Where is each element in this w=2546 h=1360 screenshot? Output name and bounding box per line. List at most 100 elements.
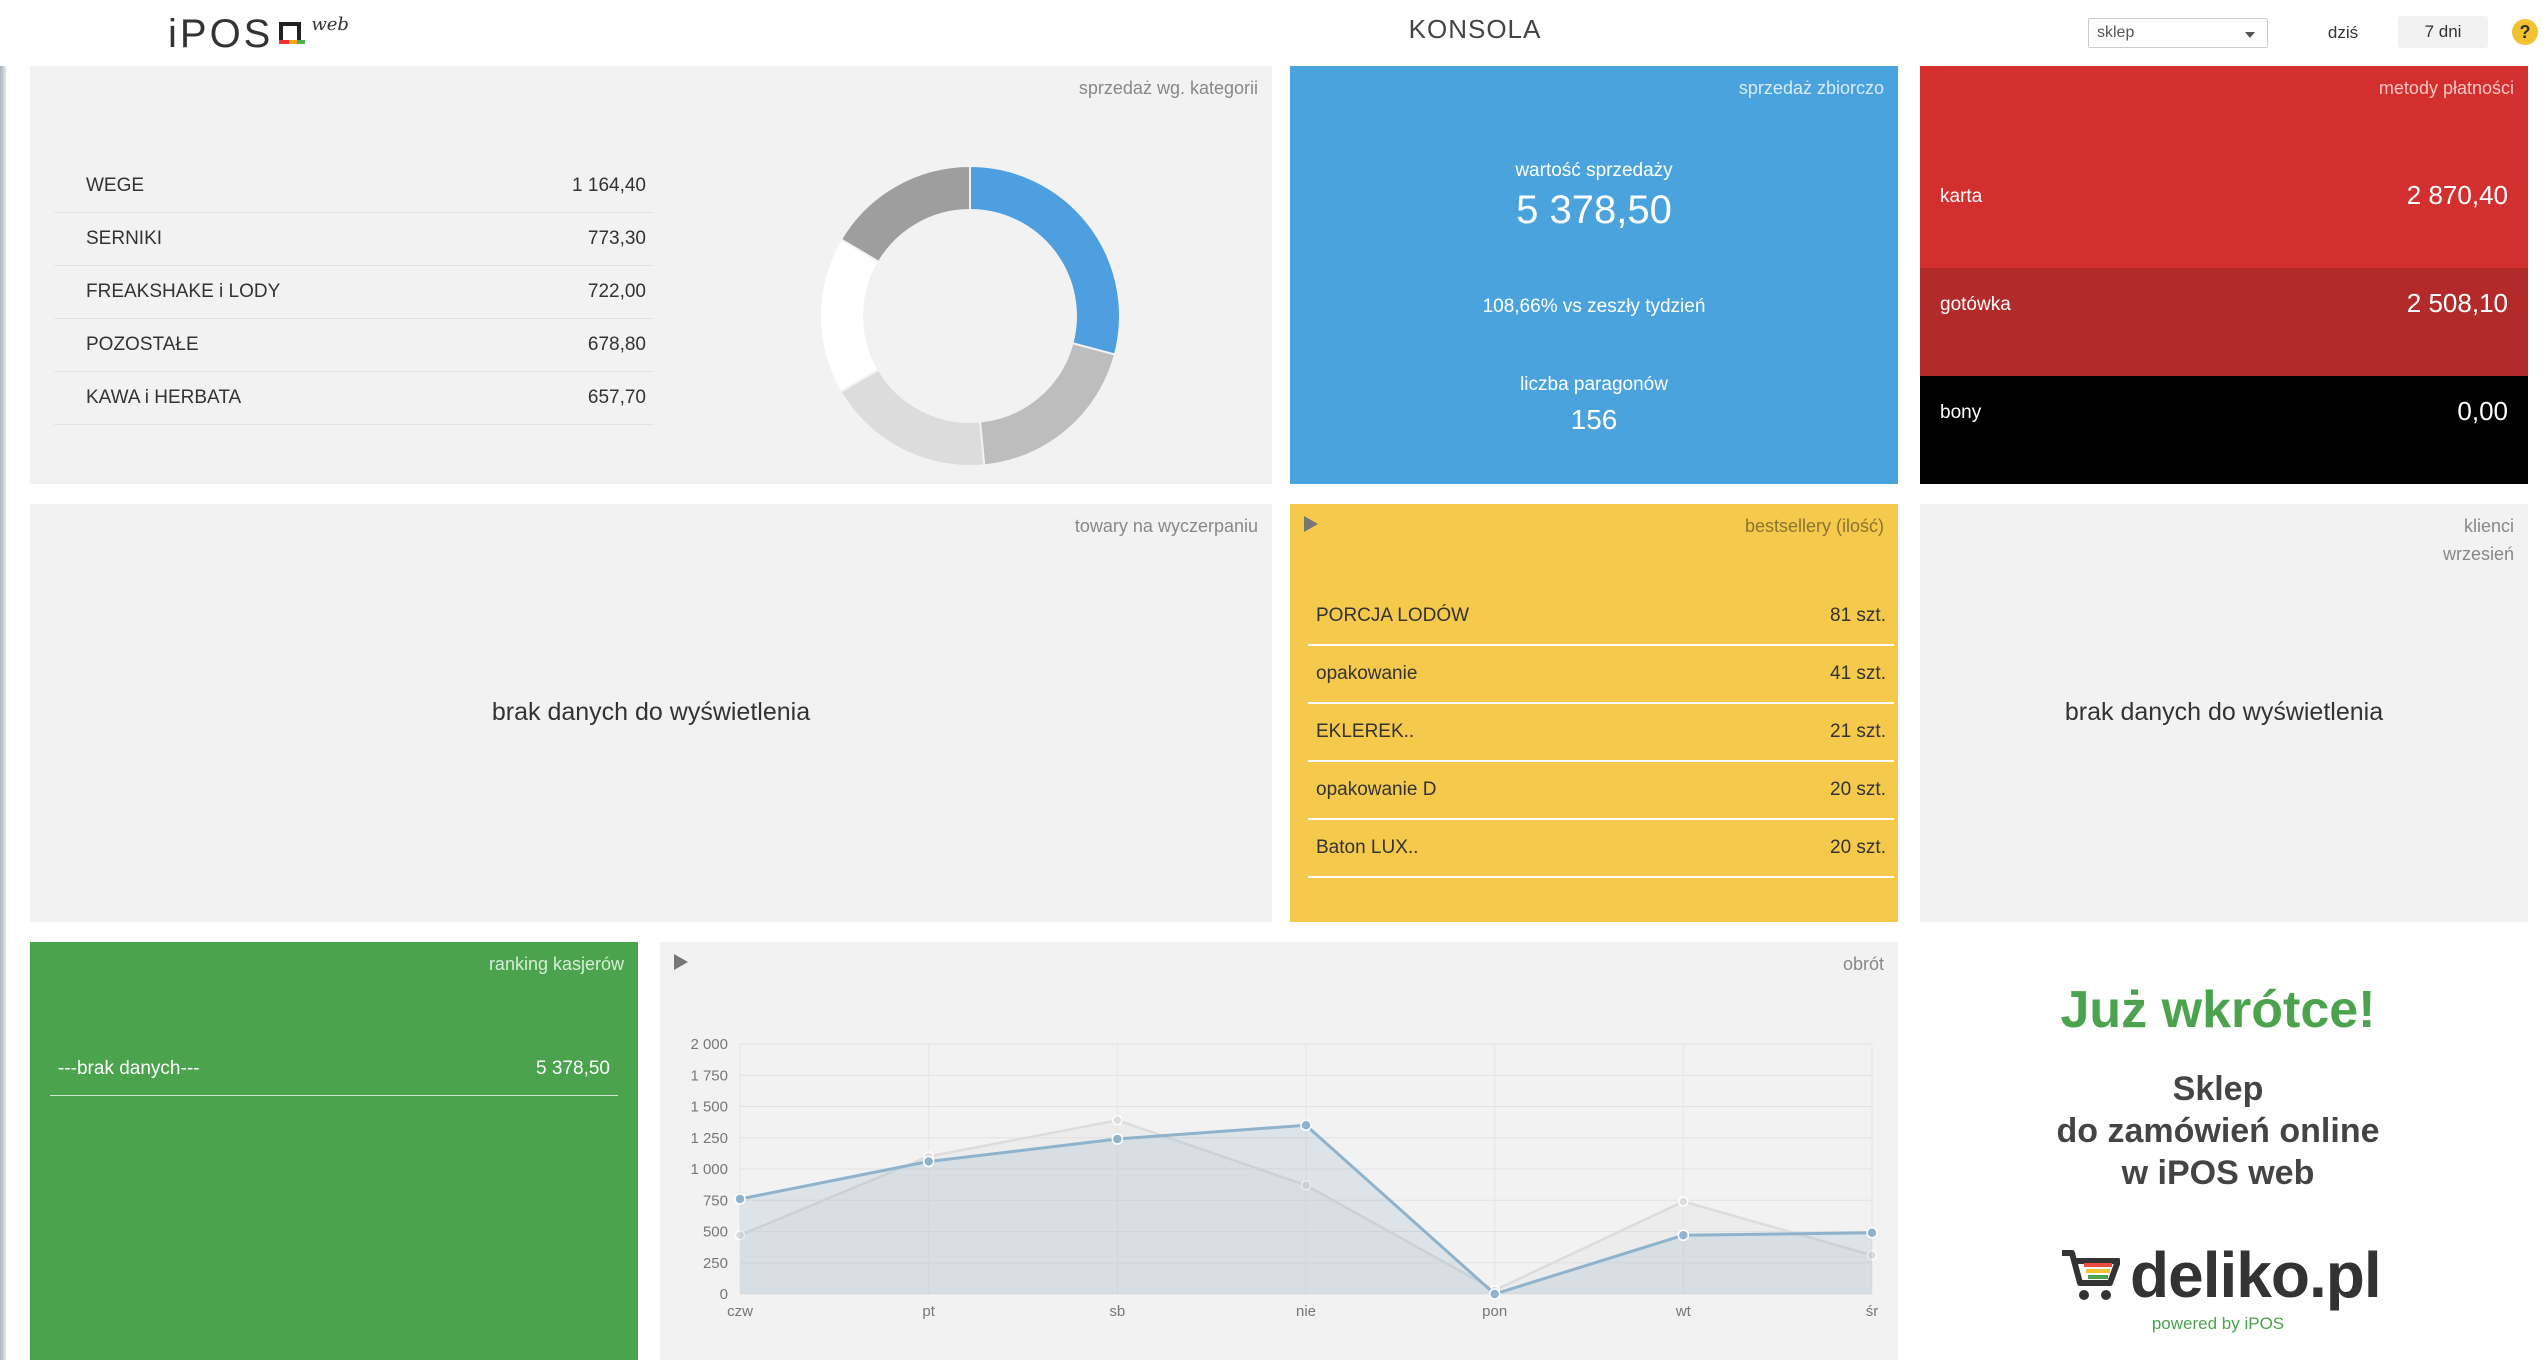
help-icon[interactable]: ? bbox=[2512, 19, 2538, 45]
data-point[interactable] bbox=[1112, 1115, 1123, 1126]
store-select[interactable]: sklep bbox=[2088, 18, 2268, 48]
category-value: 773,30 bbox=[587, 228, 646, 249]
payment-methods-tile: metody płatności karta 2 870,40 gotówka … bbox=[1920, 66, 2528, 484]
x-tick-label: sb bbox=[1109, 1303, 1125, 1320]
play-icon[interactable] bbox=[674, 954, 688, 970]
promo-line-2: do zamówień online bbox=[2056, 1112, 2380, 1150]
promo-line-3: w iPOS web bbox=[2121, 1154, 2315, 1192]
category-name: FREAKSHAKE i LODY bbox=[86, 281, 281, 302]
today-button[interactable]: dziś bbox=[2327, 23, 2359, 42]
tile-title: metody płatności bbox=[2378, 78, 2514, 98]
bestsellers-list: PORCJA LODÓW 81 szt. opakowanie 41 szt. … bbox=[1308, 588, 1894, 878]
list-item: FREAKSHAKE i LODY 722,00 bbox=[54, 266, 654, 319]
list-item: ---brak danych--- 5 378,50 bbox=[50, 1042, 618, 1096]
promo-line-1: Sklep bbox=[2172, 1070, 2264, 1108]
category-name: SERNIKI bbox=[86, 228, 163, 249]
y-tick-label: 1 500 bbox=[690, 1099, 728, 1116]
x-tick-label: śr bbox=[1866, 1303, 1879, 1320]
clients-tile: klienci wrzesień brak danych do wyświetl… bbox=[1920, 504, 2528, 922]
data-point[interactable] bbox=[1111, 1133, 1124, 1145]
category-value: 657,70 bbox=[587, 387, 646, 408]
window-edge bbox=[0, 0, 6, 1360]
y-tick-label: 750 bbox=[703, 1192, 728, 1209]
y-tick-label: 0 bbox=[720, 1286, 728, 1303]
week-compare: 108,66% vs zeszły tydzień bbox=[1482, 296, 1706, 317]
category-value: 1 164,40 bbox=[572, 175, 646, 196]
data-point[interactable] bbox=[1300, 1180, 1312, 1191]
data-point[interactable] bbox=[734, 1193, 746, 1205]
data-point[interactable] bbox=[1678, 1196, 1689, 1207]
top-bar: iPOS web KONSOLA sklep dziś 7 dni ? bbox=[0, 0, 2546, 66]
list-item: POZOSTAŁE 678,80 bbox=[54, 319, 654, 372]
donut-slice[interactable] bbox=[978, 342, 1117, 467]
tile-title: sprzedaż wg. kategorii bbox=[1078, 78, 1258, 98]
bestsellers-tile: bestsellery (ilość) PORCJA LODÓW 81 szt.… bbox=[1290, 504, 1898, 922]
logo-suffix: web bbox=[311, 14, 349, 35]
payment-name: gotówka bbox=[1940, 294, 2011, 315]
data-point[interactable] bbox=[1866, 1227, 1878, 1239]
tile-title: sprzedaż zbiorczo bbox=[1738, 78, 1884, 98]
chevron-down-icon bbox=[2245, 32, 2255, 38]
product-name: PORCJA LODÓW bbox=[1316, 605, 1470, 626]
category-name: KAWA i HERBATA bbox=[86, 387, 242, 408]
tile-title: towary na wyczerpaniu bbox=[1074, 516, 1258, 536]
product-qty: 21 szt. bbox=[1830, 721, 1886, 742]
list-item: opakowanie D 20 szt. bbox=[1308, 762, 1894, 820]
cashier-value: 5 378,50 bbox=[536, 1057, 610, 1079]
payment-row-card: karta 2 870,40 bbox=[1920, 66, 2528, 268]
donut-slice[interactable] bbox=[839, 368, 986, 467]
powered-by: powered by iPOS bbox=[2151, 1314, 2285, 1333]
tile-title: obrót bbox=[1842, 954, 1884, 974]
logo-square-icon bbox=[279, 22, 306, 44]
category-value: 678,80 bbox=[587, 334, 646, 355]
data-point[interactable] bbox=[1488, 1288, 1501, 1300]
data-point[interactable] bbox=[922, 1155, 935, 1168]
tile-title: ranking kasjerów bbox=[488, 954, 624, 974]
y-tick-label: 500 bbox=[703, 1224, 728, 1241]
tile-title: bestsellery (ilość) bbox=[1744, 516, 1884, 536]
cart-icon bbox=[2062, 1250, 2120, 1300]
sales-by-category-tile: sprzedaż wg. kategorii WEGE 1 164,40 SER… bbox=[30, 66, 1272, 484]
list-item: Baton LUX.. 20 szt. bbox=[1308, 820, 1894, 878]
payment-name: bony bbox=[1940, 402, 1982, 423]
logo-text: iPOS bbox=[168, 12, 274, 56]
sales-value: 5 378,50 bbox=[1516, 188, 1672, 232]
data-point[interactable] bbox=[1300, 1119, 1312, 1131]
data-point[interactable] bbox=[1866, 1250, 1878, 1261]
tile-title: klienci wrzesień bbox=[2443, 512, 2514, 568]
product-qty: 81 szt. bbox=[1830, 605, 1886, 626]
donut-slice[interactable] bbox=[839, 164, 971, 264]
product-name: EKLEREK.. bbox=[1316, 721, 1415, 742]
y-tick-label: 1 250 bbox=[690, 1130, 728, 1147]
list-item: EKLEREK.. 21 szt. bbox=[1308, 704, 1894, 762]
category-value: 722,00 bbox=[587, 281, 646, 302]
deliko-brand: deliko.pl bbox=[2130, 1239, 2382, 1311]
payment-value: 2 870,40 bbox=[2406, 180, 2508, 210]
sales-summary-tile: sprzedaż zbiorczo wartość sprzedaży 5 37… bbox=[1290, 66, 1898, 484]
turnover-tile: obrót 0 250 500 750 1 000 1 250 1 500 1 750 2 00… bbox=[660, 942, 1898, 1360]
product-name: opakowanie bbox=[1316, 663, 1418, 684]
product-qty: 20 szt. bbox=[1830, 779, 1886, 800]
donut-slice[interactable] bbox=[819, 237, 881, 394]
seven-days-button[interactable]: 7 dni bbox=[2398, 16, 2488, 48]
category-donut-chart[interactable] bbox=[810, 156, 1130, 476]
product-name: opakowanie D bbox=[1316, 779, 1437, 800]
receipts-value: 156 bbox=[1570, 404, 1618, 435]
empty-message: brak danych do wyświetlenia bbox=[2064, 698, 2384, 726]
data-point[interactable] bbox=[1677, 1229, 1690, 1241]
play-icon[interactable] bbox=[1304, 516, 1318, 532]
donut-slice[interactable] bbox=[969, 164, 1121, 356]
category-list: WEGE 1 164,40 SERNIKI 773,30 FREAKSHAKE … bbox=[54, 160, 654, 425]
deliko-logo[interactable]: deliko.pl bbox=[2060, 1238, 2382, 1312]
list-item: SERNIKI 773,30 bbox=[54, 213, 654, 266]
ipos-logo[interactable]: iPOS web bbox=[168, 12, 349, 56]
payment-name: karta bbox=[1940, 186, 1983, 207]
turnover-chart[interactable]: 0 250 500 750 1 000 1 250 1 500 1 750 2 000 czw pt… bbox=[660, 942, 1898, 1360]
payment-value: 2 508,10 bbox=[2406, 288, 2508, 318]
promo-panel: Już wkrótce! Sklep do zamówień online w … bbox=[1912, 942, 2524, 1360]
data-point[interactable] bbox=[734, 1230, 746, 1241]
store-select-value: sklep bbox=[2097, 24, 2135, 41]
sales-value-label: wartość sprzedaży bbox=[1515, 160, 1673, 181]
x-tick-label: wt bbox=[1675, 1303, 1692, 1320]
payment-row-cash: gotówka 2 508,10 bbox=[1920, 268, 2528, 376]
